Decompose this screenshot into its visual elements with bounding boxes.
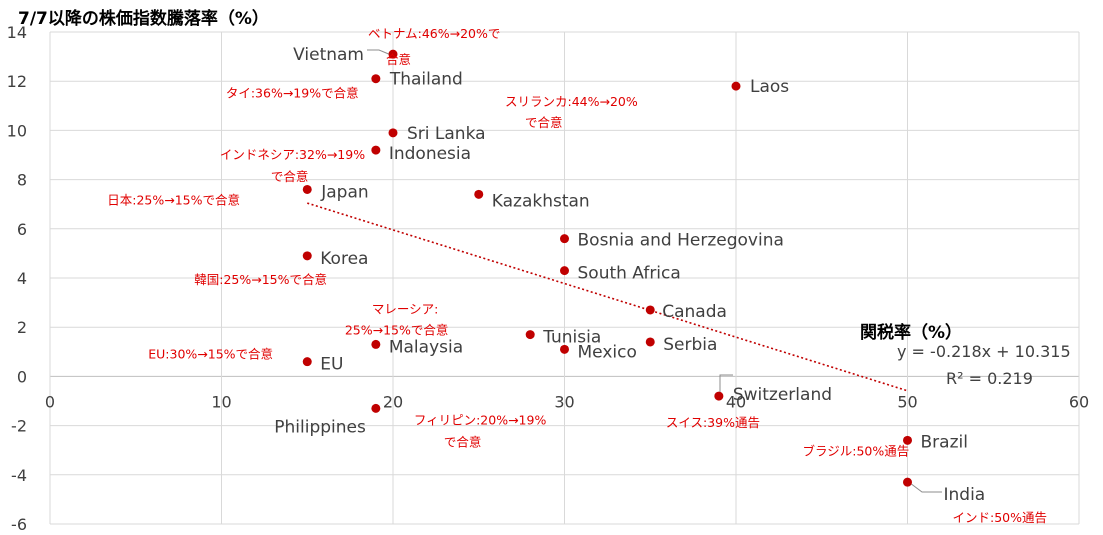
data-point-thailand [371, 74, 381, 84]
trendline-equation: y = -0.218x + 10.315 [897, 342, 1071, 361]
x-axis-title: 関税率（%） [860, 323, 963, 343]
x-tick-label: 0 [45, 392, 55, 411]
y-tick-label: 2 [17, 318, 27, 337]
annotation-philippines: フィリピン:20%→19% [414, 412, 547, 427]
annotation-eu: EU:30%→15%で合意 [148, 347, 273, 362]
point-label-canada: Canada [662, 302, 727, 322]
point-label-korea: Korea [320, 249, 368, 269]
trendline-r-squared: R² = 0.219 [946, 369, 1033, 388]
y-tick-label: 14 [7, 23, 27, 42]
x-tick-label: 40 [726, 392, 746, 411]
data-point-korea [302, 251, 312, 261]
point-label-indonesia: Indonesia [389, 144, 471, 164]
y-tick-label: -6 [11, 515, 27, 534]
annotation-brazil: ブラジル:50%通告 [803, 443, 910, 458]
leader-line-vietnam [367, 49, 392, 56]
leader-lines [367, 49, 942, 493]
annotation-thailand: タイ:36%→19%で合意 [226, 86, 359, 101]
annotation-vietnam: ベトナム:46%→20%で [368, 26, 500, 41]
annotation-indonesia: インドネシア:32%→19% [220, 147, 365, 162]
x-tick-label: 30 [554, 392, 574, 411]
trendline-path [307, 202, 908, 392]
data-points [302, 49, 912, 487]
point-label-eu: EU [320, 355, 343, 375]
annotation-india: インド:50%通告 [953, 510, 1048, 525]
annotation-malaysia: マレーシア: [372, 301, 438, 316]
x-tick-label: 50 [897, 392, 917, 411]
point-label-japan: Japan [320, 182, 368, 202]
y-tick-label: -4 [11, 466, 27, 485]
annotation-japan: 日本:25%→15%で合意 [107, 192, 240, 207]
annotation-malaysia: 25%→15%で合意 [345, 322, 449, 337]
data-point-kazakhstan [474, 189, 484, 199]
annotation-switzerland: スイス:39%通告 [666, 415, 760, 430]
data-point-bosnia-and-herzegovina [560, 234, 569, 244]
data-point-switzerland [714, 391, 724, 401]
point-label-brazil: Brazil [921, 432, 968, 452]
annotations: ベトナム:46%→20%で合意タイ:36%→19%で合意スリランカ:44%→20… [107, 26, 1047, 525]
point-label-philippines: Philippines [274, 417, 366, 437]
point-label-sri-lanka: Sri Lanka [407, 124, 486, 144]
y-tick-label: 10 [7, 121, 27, 140]
y-tick-label: 4 [17, 269, 27, 288]
point-label-bosnia-and-herzegovina: Bosnia and Herzegovina [578, 231, 784, 251]
point-label-tunisia: Tunisia [542, 328, 601, 348]
y-tick-label: 8 [17, 171, 27, 190]
data-point-vietnam [388, 49, 398, 59]
point-label-laos: Laos [750, 77, 789, 97]
x-tick-label: 60 [1069, 392, 1089, 411]
point-label-serbia: Serbia [663, 335, 717, 355]
point-label-malaysia: Malaysia [389, 337, 463, 357]
data-point-indonesia [371, 145, 381, 155]
point-label-vietnam: Vietnam [293, 45, 364, 65]
data-point-india [903, 477, 912, 487]
annotation-indonesia: で合意 [271, 169, 309, 184]
annotation-vietnam: 合意 [386, 52, 411, 67]
data-point-tunisia [525, 330, 535, 340]
leader-line-switzerland [719, 374, 733, 392]
data-point-south-africa [560, 266, 569, 276]
point-label-mexico: Mexico [578, 342, 637, 362]
y-tick-label: -2 [11, 417, 27, 436]
data-point-eu [302, 357, 312, 367]
data-point-japan [302, 184, 312, 194]
point-label-india: India [944, 485, 986, 505]
data-point-sri-lanka [388, 128, 398, 138]
annotation-korea: 韓国:25%→15%で合意 [194, 272, 327, 287]
y-tick-label: 12 [7, 72, 27, 91]
point-label-switzerland: Switzerland [733, 385, 832, 405]
axes: -6 -4 -2 0 2 4 6 8 10 12 14 0 10 20 30 40 50 60 [7, 23, 1090, 534]
annotation-philippines: で合意 [444, 434, 482, 449]
gridlines [49, 31, 1080, 525]
annotation-sri-lanka: スリランカ:44%→20% [505, 94, 638, 109]
data-point-mexico [560, 344, 569, 354]
data-point-brazil [903, 435, 912, 445]
point-label-south-africa: South Africa [578, 264, 681, 284]
x-tick-label: 10 [211, 392, 231, 411]
annotation-sri-lanka: で合意 [525, 115, 563, 130]
trendline [307, 202, 908, 392]
data-point-malaysia [371, 339, 381, 349]
y-tick-label: 0 [17, 367, 27, 386]
data-point-canada [645, 305, 655, 315]
data-point-laos [731, 81, 741, 91]
x-tick-label: 20 [383, 392, 403, 411]
data-point-serbia [645, 337, 655, 347]
data-point-philippines [371, 403, 381, 413]
point-label-thailand: Thailand [389, 70, 463, 90]
leader-line-india [909, 482, 942, 493]
y-axis-title: 7/7以降の株価指数騰落率（%） [18, 9, 269, 29]
y-tick-label: 6 [17, 220, 27, 239]
point-label-kazakhstan: Kazakhstan [492, 191, 590, 211]
